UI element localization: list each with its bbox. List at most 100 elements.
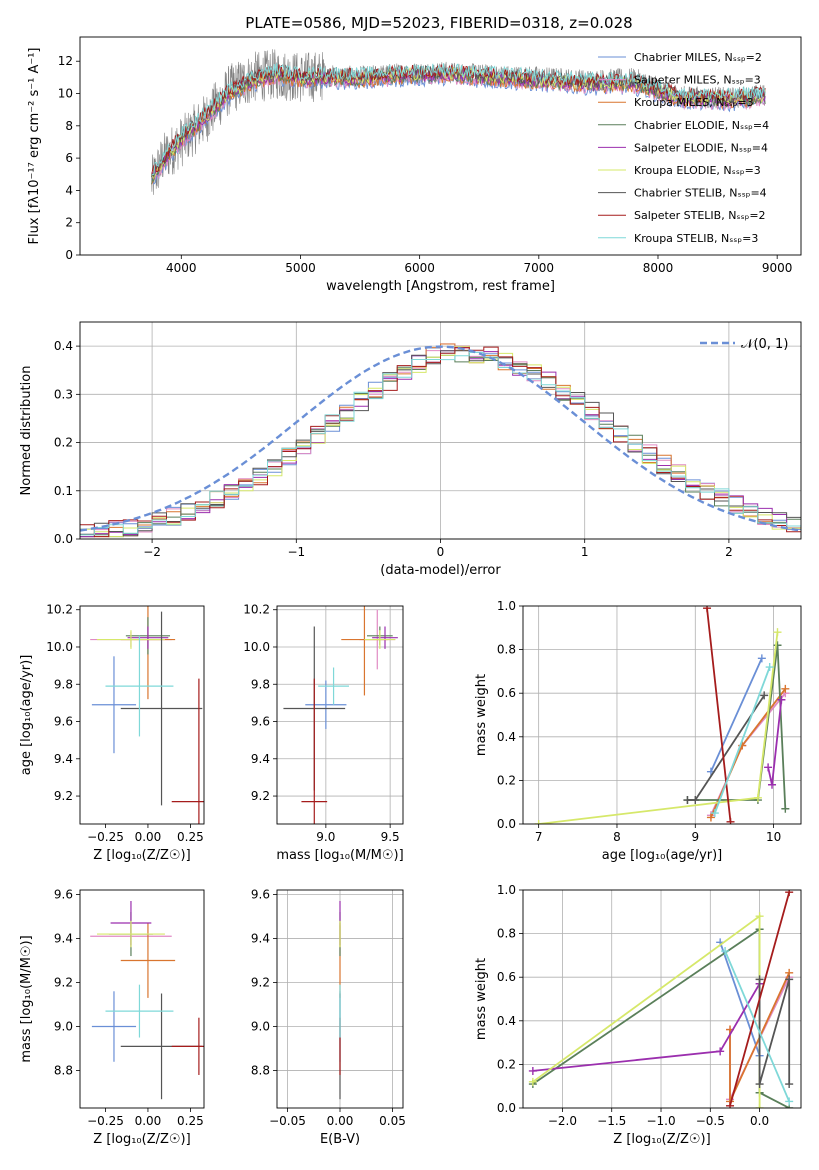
x-axis-label: (data-model)/error bbox=[380, 563, 501, 578]
axes-frame bbox=[79, 605, 205, 825]
x-tick-label: 0.00 bbox=[135, 1114, 162, 1128]
x-tick-label: 1 bbox=[581, 545, 589, 559]
y-axis-label: age [log₁₀(age/yr)] bbox=[19, 655, 34, 776]
y-tick-label: 8.8 bbox=[54, 1064, 73, 1078]
mass-weight-marker bbox=[773, 628, 782, 637]
legend-label: Kroupa STELIB, Nₛₛₚ=3 bbox=[634, 232, 758, 245]
mass-weight-marker bbox=[757, 654, 766, 663]
axes-frame bbox=[276, 605, 404, 825]
errorbar-point bbox=[171, 1017, 204, 1075]
x-tick-label: 7000 bbox=[524, 261, 555, 275]
y-axis-label: mass weight bbox=[474, 958, 489, 1040]
y-tick-label: 1.0 bbox=[497, 599, 516, 613]
figure-title: PLATE=0586, MJD=52023, FIBERID=0318, z=0… bbox=[245, 14, 632, 32]
mass-weight-marker bbox=[528, 1077, 537, 1086]
y-tick-label: 10 bbox=[58, 87, 73, 101]
y-tick-label: 0.4 bbox=[54, 339, 73, 353]
y-tick-label: 10.2 bbox=[46, 603, 73, 617]
histogram-step bbox=[80, 346, 801, 538]
y-tick-label: 9.6 bbox=[251, 887, 270, 901]
x-tick-label: −0.5 bbox=[696, 1114, 725, 1128]
y-tick-label: 0.4 bbox=[497, 1014, 516, 1028]
x-axis-label: mass [log₁₀(M/M☉)] bbox=[276, 848, 403, 863]
y-tick-label: 0.3 bbox=[54, 387, 73, 401]
mass-weight-marker bbox=[781, 804, 790, 813]
y-tick-label: 6 bbox=[65, 151, 73, 165]
axes-frame bbox=[522, 605, 802, 825]
mass-weight-marker bbox=[785, 890, 794, 897]
mass-weight-marker bbox=[785, 1097, 794, 1106]
x-tick-label: 7 bbox=[535, 830, 543, 844]
plot-area-spectrum bbox=[151, 49, 766, 195]
x-tick-label: 8 bbox=[613, 830, 621, 844]
errorbar-point bbox=[305, 680, 347, 729]
y-tick-label: 8 bbox=[65, 119, 73, 133]
x-tick-label: 10 bbox=[766, 830, 781, 844]
axes-frame bbox=[79, 321, 802, 540]
mass-weight-marker bbox=[785, 975, 794, 984]
x-axis-label: wavelength [Angstrom, rest frame] bbox=[326, 279, 555, 294]
y-tick-label: 9.2 bbox=[54, 975, 73, 989]
errorbar-point bbox=[120, 923, 176, 998]
x-tick-label: −0.25 bbox=[87, 1114, 124, 1128]
mass-weight-marker bbox=[760, 691, 769, 700]
x-tick-label: −1 bbox=[287, 545, 305, 559]
y-tick-label: 9.6 bbox=[54, 887, 73, 901]
y-tick-label: 10.0 bbox=[243, 640, 270, 654]
errorbar-point bbox=[120, 611, 203, 806]
y-axis-label: Flux [fλ10⁻¹⁷ erg cm⁻² s⁻¹ A⁻¹] bbox=[27, 48, 42, 245]
mass-weight-line bbox=[710, 657, 763, 773]
errorbar-point bbox=[372, 626, 398, 649]
y-tick-label: 0.2 bbox=[497, 773, 516, 787]
mass-weight-marker bbox=[683, 796, 692, 805]
y-tick-label: 9.2 bbox=[251, 975, 270, 989]
panel-residuals: −2 −1 0 1 2 0.0 0.1 0.2 0.3 0.4 (data-model)/error… bbox=[19, 321, 802, 578]
axes-frame bbox=[79, 36, 802, 256]
y-tick-label: 10.0 bbox=[46, 640, 73, 654]
y-tick-label: 0.2 bbox=[54, 436, 73, 450]
errorbar-point bbox=[301, 678, 328, 824]
x-axis-label: Z [log₁₀(Z/Z☉)] bbox=[93, 848, 190, 863]
y-tick-label: 2 bbox=[65, 216, 73, 230]
mass-weight-marker bbox=[773, 641, 782, 650]
x-tick-label: 0.00 bbox=[327, 1114, 354, 1128]
mass-weight-marker bbox=[706, 813, 715, 822]
plot-area-mass_vs_Z bbox=[90, 901, 204, 1100]
y-tick-label: 9.4 bbox=[54, 931, 73, 945]
x-tick-label: 0.00 bbox=[135, 830, 162, 844]
mass-weight-marker bbox=[753, 793, 762, 802]
legend-label: Chabrier MILES, Nₛₛₚ=2 bbox=[634, 51, 762, 64]
mass-weight-line bbox=[729, 891, 791, 1107]
panel-age_vs_Z: −0.25 0.00 0.25 9.2 9.4 9.6 9.8 10.0 10.2 Z [log₁… bbox=[19, 603, 205, 863]
x-axis-label: Z [log₁₀(Z/Z☉)] bbox=[613, 1132, 710, 1147]
mass-weight-line bbox=[532, 914, 761, 1108]
y-tick-label: 0.6 bbox=[497, 970, 516, 984]
mass-weight-marker bbox=[755, 975, 764, 984]
mass-weight-marker bbox=[703, 606, 712, 613]
y-tick-label: 0.0 bbox=[54, 532, 73, 546]
mass-weight-marker bbox=[726, 1101, 735, 1108]
errorbar-point bbox=[127, 626, 169, 649]
legend-label: Salpeter STELIB, Nₛₛₚ=2 bbox=[634, 209, 766, 222]
mass-weight-marker bbox=[755, 1080, 764, 1089]
x-tick-label: 9000 bbox=[762, 261, 793, 275]
x-tick-label: 9.5 bbox=[381, 830, 400, 844]
model-spectrum-line bbox=[151, 63, 766, 175]
x-tick-label: −2 bbox=[143, 545, 161, 559]
panel-mass_vs_Z: −0.25 0.00 0.25 8.8 9.0 9.2 9.4 9.6 Z [log₁₀(Z/Z… bbox=[19, 887, 205, 1147]
y-tick-label: 12 bbox=[58, 54, 73, 68]
mass-weight-marker bbox=[691, 796, 700, 805]
mass-weight-marker bbox=[755, 1104, 764, 1108]
x-tick-label: 6000 bbox=[404, 261, 435, 275]
y-tick-label: 0.4 bbox=[497, 730, 516, 744]
x-tick-label: 8000 bbox=[643, 261, 674, 275]
panel-age_vs_mass: 9.0 9.5 9.2 9.4 9.6 9.8 10.0 10.2 mass [log₁₀(M/… bbox=[243, 603, 404, 863]
plot-area-weight_vs_Z bbox=[528, 890, 794, 1108]
errorbar-point bbox=[91, 991, 137, 1062]
y-tick-label: 0.6 bbox=[497, 686, 516, 700]
y-tick-label: 0 bbox=[65, 248, 73, 262]
plot-area-residuals bbox=[80, 343, 801, 538]
y-tick-label: 8.8 bbox=[251, 1064, 270, 1078]
mass-weight-marker bbox=[755, 912, 764, 921]
errorbar-point bbox=[318, 667, 349, 705]
